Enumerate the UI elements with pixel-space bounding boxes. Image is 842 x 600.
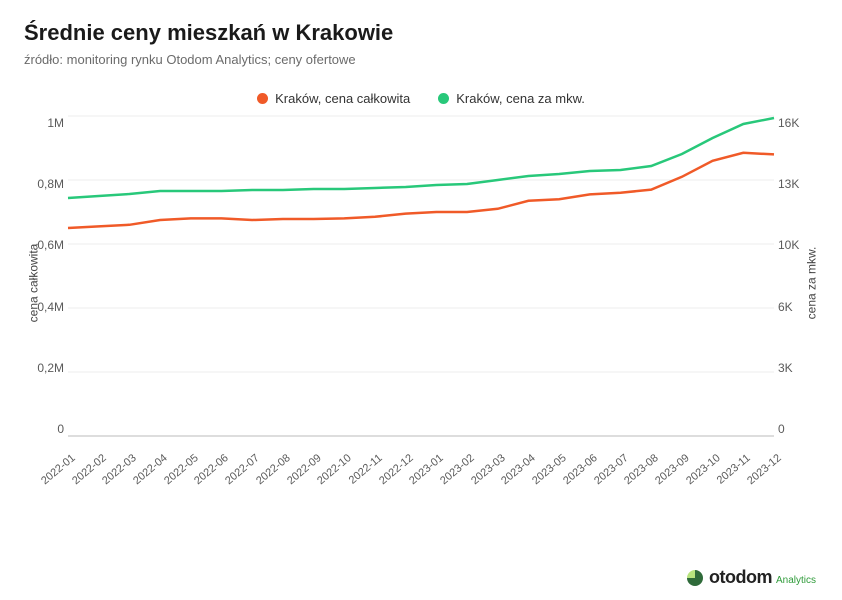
y-axis-left-label: cena całkowita bbox=[26, 244, 40, 323]
y-right-tick: 16K bbox=[778, 116, 814, 130]
brand-sub: Analytics bbox=[776, 575, 816, 586]
legend-item-series1: Kraków, cena całkowita bbox=[257, 91, 410, 106]
legend-label-series1: Kraków, cena całkowita bbox=[275, 91, 410, 106]
legend: Kraków, cena całkowita Kraków, cena za m… bbox=[24, 91, 818, 106]
y-left-tick: 0,8M bbox=[28, 177, 64, 191]
y-axis-right-label: cena za mkw. bbox=[805, 247, 819, 320]
y-right-tick: 3K bbox=[778, 361, 814, 375]
brand-logo-icon bbox=[687, 570, 703, 586]
brand-name: otodom bbox=[709, 567, 772, 588]
plot-area bbox=[68, 116, 774, 436]
x-axis: 2022-012022-022022-032022-042022-052022-… bbox=[68, 446, 774, 496]
legend-dot-series2 bbox=[438, 93, 449, 104]
chart-subtitle: źródło: monitoring rynku Otodom Analytic… bbox=[24, 52, 818, 67]
legend-label-series2: Kraków, cena za mkw. bbox=[456, 91, 585, 106]
chart-svg bbox=[68, 116, 774, 436]
y-left-tick: 0,2M bbox=[28, 361, 64, 375]
y-left-tick: 1M bbox=[28, 116, 64, 130]
chart-title: Średnie ceny mieszkań w Krakowie bbox=[24, 20, 818, 46]
y-left-tick: 0 bbox=[28, 422, 64, 436]
legend-item-series2: Kraków, cena za mkw. bbox=[438, 91, 585, 106]
series-line bbox=[68, 118, 774, 198]
chart-area: cena całkowita 1M0,8M0,6M0,4M0,2M0 16K13… bbox=[24, 116, 818, 496]
legend-dot-series1 bbox=[257, 93, 268, 104]
brand-badge: otodom Analytics bbox=[687, 567, 816, 588]
y-right-tick: 0 bbox=[778, 422, 814, 436]
y-right-tick: 13K bbox=[778, 177, 814, 191]
